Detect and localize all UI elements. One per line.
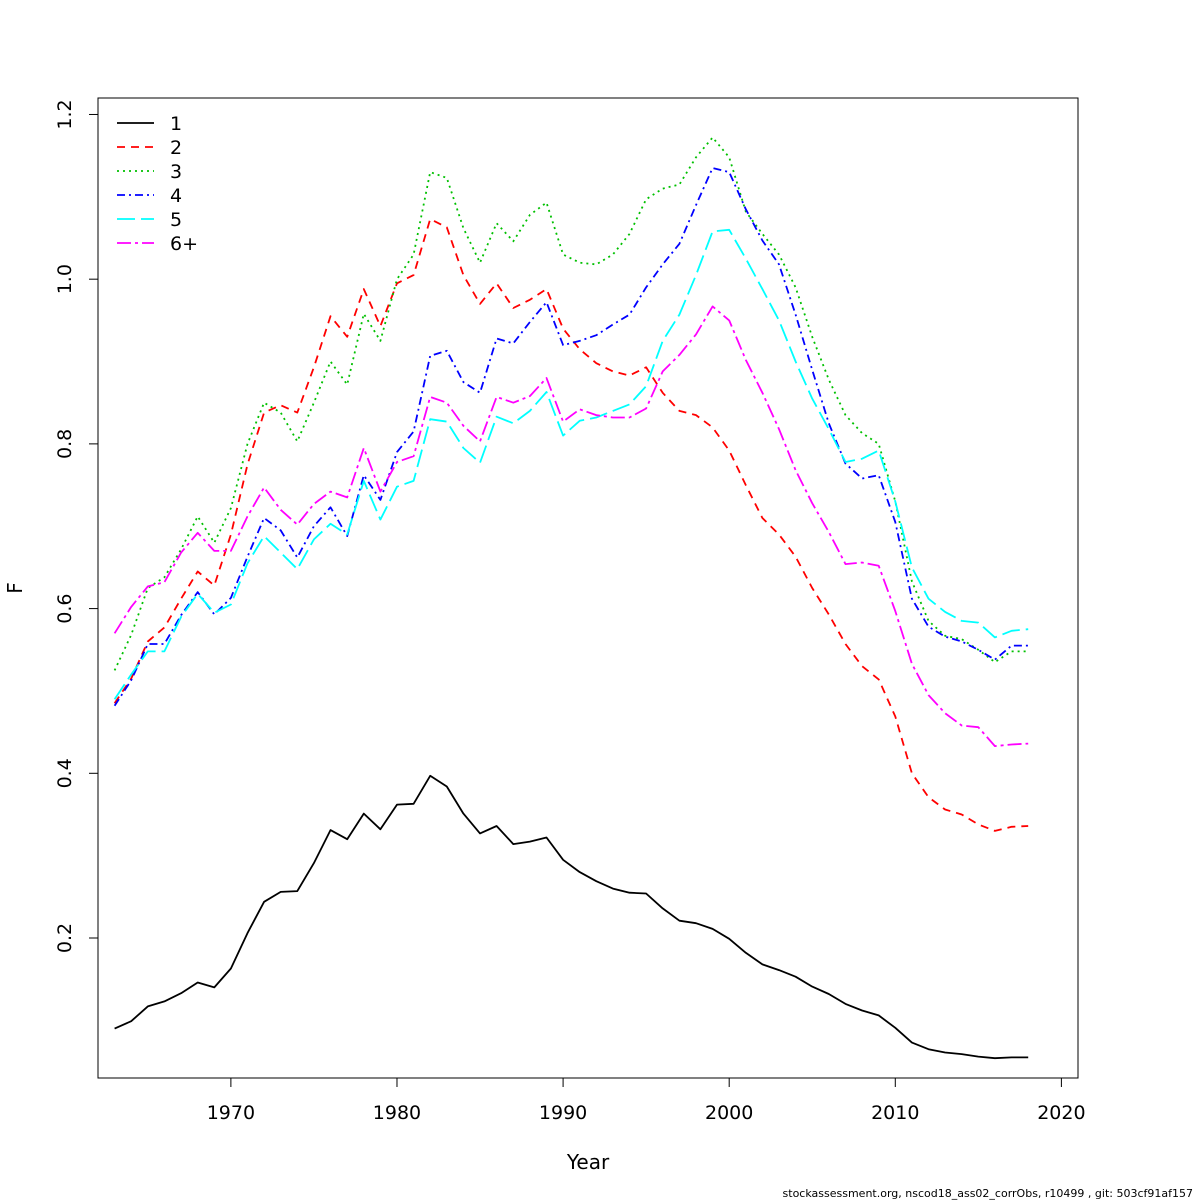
x-tick-label: 2000: [705, 1102, 753, 1124]
legend-label: 5: [170, 209, 182, 231]
x-tick-label: 1980: [373, 1102, 421, 1124]
x-axis: 1970 1980 1990 2000 2010 2020: [207, 1077, 1086, 1124]
legend-label: 4: [170, 185, 182, 207]
x-tick-label: 1970: [207, 1102, 255, 1124]
series-line-2: [113, 218, 1029, 832]
series-layer: [113, 136, 1029, 1060]
series-line-6: [113, 305, 1029, 747]
y-tick-label: 0.8: [54, 429, 76, 459]
y-axis: 0.2 0.4 0.6 0.8 1.0 1.2: [54, 99, 99, 953]
legend-label: 1: [170, 113, 182, 135]
y-tick-label: 1.0: [54, 264, 76, 294]
y-tick-label: 0.4: [54, 758, 76, 788]
y-tick-label: 0.6: [54, 593, 76, 623]
x-tick-label: 1990: [539, 1102, 587, 1124]
legend-label: 2: [170, 137, 182, 159]
series-line-3: [113, 136, 1029, 671]
y-tick-label: 0.2: [54, 923, 76, 953]
legend-label: 3: [170, 161, 182, 183]
legend-label: 6+: [170, 233, 198, 255]
y-axis-title: F: [3, 582, 27, 594]
x-tick-label: 2020: [1037, 1102, 1085, 1124]
footer-text: stockassessment.org, nscod18_ass02_corrO…: [783, 1187, 1193, 1200]
series-line-4: [113, 167, 1029, 707]
series-line-5: [113, 228, 1029, 700]
plot-frame: [97, 97, 1079, 1079]
y-tick-label: 1.2: [54, 99, 76, 129]
x-tick-label: 2010: [871, 1102, 919, 1124]
series-line-1: [114, 774, 1029, 1060]
x-axis-title: Year: [566, 1150, 610, 1174]
